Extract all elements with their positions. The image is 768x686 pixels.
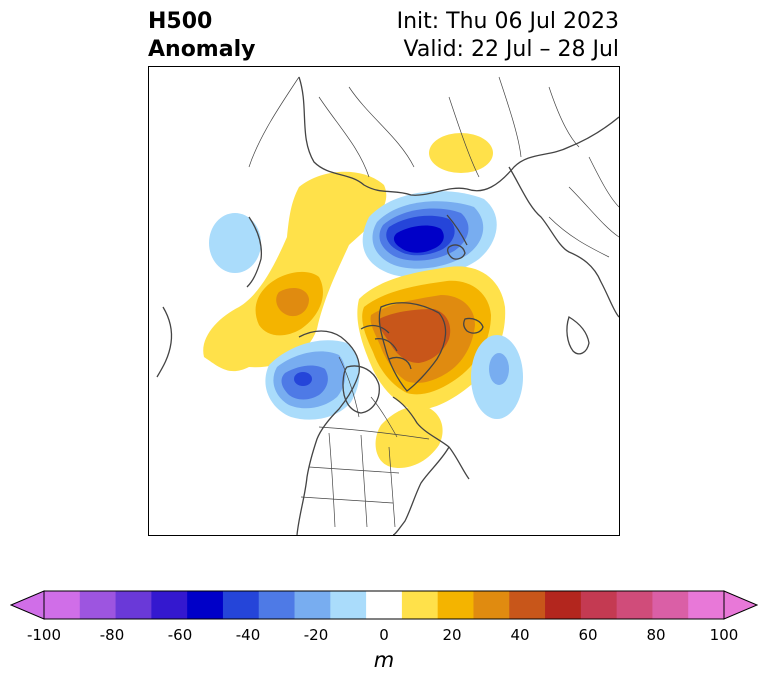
coast-greenland: [378, 302, 447, 392]
anomaly-fills: [203, 133, 523, 469]
colorbar-min-extend: [10, 590, 45, 620]
anomaly-europe-pos: [429, 133, 493, 173]
colorbar-tick-label: -20: [303, 626, 329, 644]
colorbar-tick-label: 100: [709, 626, 739, 644]
colorbar-bin: [688, 591, 725, 619]
colorbar-bin: [473, 591, 510, 619]
coast-alaska: [296, 330, 360, 535]
colorbar-bin: [222, 591, 260, 619]
colorbar-tick-label: 80: [646, 626, 666, 644]
coast-japan: [156, 306, 173, 378]
coast-labrador: [392, 396, 470, 480]
colorbar-units: m: [373, 648, 395, 672]
borders-europe: [548, 156, 619, 258]
colorbar-bin: [44, 591, 81, 619]
anomaly-siberia-pos-peak: [276, 287, 309, 317]
colorbar-tick-label: -40: [235, 626, 261, 644]
colorbar-tick-label: 20: [442, 626, 462, 644]
coast-svalbard: [447, 244, 466, 260]
map-panel: [148, 66, 620, 536]
anomaly-east-asia-neg: [209, 213, 261, 273]
colorbar-bin: [330, 591, 367, 619]
title-line-1: H500: [148, 9, 213, 34]
coast-novaya-zemlya: [446, 214, 468, 246]
date-info: Init: Thu 06 Jul 2023 Valid: 22 Jul – 28…: [397, 8, 619, 64]
anomaly-siberia-pos: [203, 171, 387, 372]
colorbar-bin: [258, 591, 296, 619]
coast-arctic-archipelago: [360, 324, 412, 370]
coast-uk: [566, 316, 590, 355]
colorbar-bin: [437, 591, 474, 619]
coast-eurasia-arctic: [298, 76, 619, 196]
anomaly-east-na-pos: [375, 405, 443, 469]
colorbar-tick-label: 60: [578, 626, 598, 644]
colorbar-bin: [294, 591, 331, 619]
borders-north-america: [300, 356, 430, 528]
colorbar-tick-label: -100: [26, 626, 62, 644]
coast-iceland: [463, 317, 484, 334]
colorbar-max-extend: [723, 590, 758, 620]
anomaly-alaska-neg-core: [294, 372, 312, 386]
colorbar: [10, 590, 758, 620]
colorbar-bin: [652, 591, 689, 619]
colorbar-bin: [151, 591, 188, 619]
colorbar-bin: [545, 591, 582, 619]
title-line-2: Anomaly: [148, 37, 256, 62]
borders-asia: [248, 76, 580, 178]
colorbar-bin: [580, 591, 618, 619]
colorbar-outline: [43, 590, 725, 620]
colorbar-tick-label: 40: [510, 626, 530, 644]
valid-date: Valid: 22 Jul – 28 Jul: [403, 37, 619, 62]
colorbar-bin: [187, 591, 224, 619]
coast-kamchatka: [246, 216, 263, 288]
colorbar-bin: [79, 591, 117, 619]
colorbar-bin: [115, 591, 152, 619]
colorbar-bin: [401, 591, 439, 619]
anomaly-atlantic-neg-core: [489, 353, 509, 385]
coast-us-east: [392, 446, 450, 535]
anomaly-map: [156, 76, 619, 535]
colorbar-bin: [509, 591, 546, 619]
colorbar-bin: [366, 591, 403, 619]
coastlines: [156, 76, 619, 535]
colorbar-tick-label: -80: [99, 626, 125, 644]
colorbar-bin: [616, 591, 653, 619]
anomaly-kara-neg-5: [393, 225, 444, 253]
coast-hudson-bay: [342, 365, 380, 414]
colorbar-tick-label: 0: [379, 626, 389, 644]
coast-scandinavia: [508, 166, 619, 318]
colorbar-tick-label: -60: [167, 626, 193, 644]
chart-title: H500 Anomaly: [148, 8, 255, 64]
init-date: Init: Thu 06 Jul 2023: [396, 9, 619, 34]
colorbar-bins: [44, 591, 725, 619]
